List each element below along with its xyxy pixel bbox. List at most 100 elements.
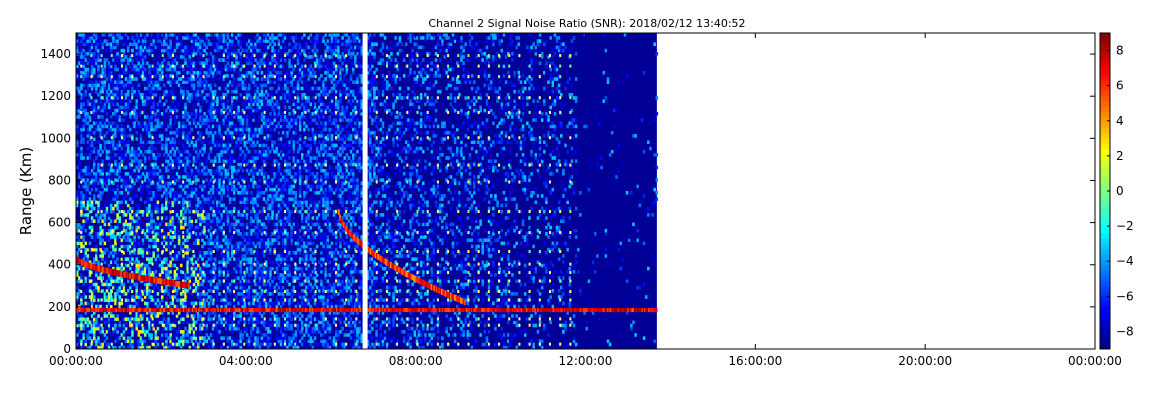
heatmap-cell xyxy=(114,86,117,91)
heatmap-cell xyxy=(107,83,111,88)
heatmap-cell xyxy=(146,273,149,277)
heatmap-cell xyxy=(90,314,94,318)
heatmap-cell xyxy=(107,162,111,167)
heatmap-cell xyxy=(199,159,202,163)
heatmap-cell xyxy=(233,70,236,75)
heatmap-cell xyxy=(133,115,136,119)
heatmap-cell xyxy=(131,42,134,47)
heatmap-cell xyxy=(92,130,96,135)
heatmap-cell xyxy=(211,108,215,113)
heatmap-cell xyxy=(264,162,268,167)
heatmap-cell xyxy=(262,225,266,230)
heatmap-cell xyxy=(114,279,117,284)
heatmap-cell xyxy=(211,184,215,189)
heatmap-cell xyxy=(167,222,170,227)
heatmap-cell xyxy=(88,282,92,287)
heatmap-cell xyxy=(118,77,121,81)
heatmap-cell xyxy=(129,80,132,84)
heatmap-cell xyxy=(156,124,160,129)
heatmap-cell xyxy=(241,225,245,230)
heatmap-cell xyxy=(209,311,213,315)
heatmap-cell xyxy=(82,102,85,107)
heatmap-cell xyxy=(163,292,166,296)
heatmap-cell xyxy=(158,172,162,176)
heatmap-cell xyxy=(165,159,168,163)
heatmap-cell xyxy=(118,153,121,157)
heatmap-cell xyxy=(158,336,162,340)
heatmap-cell xyxy=(109,235,113,239)
heatmap-cell xyxy=(254,181,257,186)
heatmap-cell xyxy=(129,127,132,132)
heatmap-cell xyxy=(92,70,96,75)
heatmap-cell xyxy=(146,184,149,189)
heatmap-cell xyxy=(80,140,83,144)
heatmap-cell xyxy=(167,124,170,129)
heatmap-cell xyxy=(197,317,200,321)
heatmap-cell xyxy=(211,70,215,75)
heatmap-cell xyxy=(228,108,232,113)
heatmap-cell xyxy=(95,342,98,347)
heatmap-cell xyxy=(86,285,90,290)
heatmap-cell xyxy=(154,165,158,170)
heatmap-cell xyxy=(194,311,198,315)
heatmap-cell xyxy=(250,143,253,148)
heatmap-cell xyxy=(194,206,198,211)
heatmap-cell xyxy=(150,33,153,37)
heatmap-cell xyxy=(139,292,143,296)
heatmap-cell xyxy=(175,257,179,261)
heatmap-cell xyxy=(203,263,206,268)
heatmap-cell xyxy=(118,288,121,293)
heatmap-cell xyxy=(131,206,134,211)
heatmap-cell xyxy=(262,276,266,280)
heatmap-cell xyxy=(114,127,117,132)
heatmap-cell xyxy=(243,39,247,43)
heatmap-cell xyxy=(173,314,177,318)
heatmap-cell xyxy=(99,232,102,236)
heatmap-cell xyxy=(260,276,264,280)
heatmap-cell xyxy=(233,127,236,132)
heatmap-cell xyxy=(92,105,96,110)
heatmap-cell xyxy=(120,333,124,337)
heatmap-cell xyxy=(78,175,81,179)
heatmap-cell xyxy=(169,336,172,340)
heatmap-cell xyxy=(160,339,164,344)
heatmap-cell xyxy=(143,42,147,47)
heatmap-cell xyxy=(184,273,187,277)
heatmap-cell xyxy=(84,273,88,277)
heatmap-cell xyxy=(86,99,90,103)
heatmap-cell xyxy=(156,298,160,302)
heatmap-cell xyxy=(233,266,236,271)
heatmap-cell xyxy=(247,102,251,107)
heatmap-cell xyxy=(218,244,221,249)
heatmap-cell xyxy=(135,70,138,75)
heatmap-cell xyxy=(101,276,104,280)
heatmap-cell xyxy=(235,61,238,65)
heatmap-cell xyxy=(188,225,192,230)
heatmap-cell xyxy=(114,99,117,103)
heatmap-cell xyxy=(199,172,202,176)
heatmap-cell xyxy=(177,219,181,223)
heatmap-cell xyxy=(188,70,192,75)
heatmap-cell xyxy=(84,254,88,258)
heatmap-cell xyxy=(163,276,166,280)
heatmap-cell xyxy=(264,276,268,280)
heatmap-cell xyxy=(105,118,109,122)
heatmap-cell xyxy=(177,127,181,132)
heatmap-cell xyxy=(92,339,96,344)
heatmap-cell xyxy=(109,333,113,337)
heatmap-cell xyxy=(205,323,209,328)
heatmap-cell xyxy=(173,342,177,347)
heatmap-cell xyxy=(107,42,111,47)
heatmap-cell xyxy=(107,330,111,334)
heatmap-cell xyxy=(160,121,164,126)
heatmap-cell xyxy=(264,89,268,94)
heatmap-cell xyxy=(78,42,81,47)
heatmap-cell xyxy=(226,112,230,116)
heatmap-cell xyxy=(237,323,240,328)
heatmap-cell xyxy=(264,301,268,306)
heatmap-cell xyxy=(186,336,189,340)
heatmap-cell xyxy=(243,213,247,217)
heatmap-cell xyxy=(137,251,141,255)
heatmap-cell xyxy=(230,175,234,179)
heatmap-cell xyxy=(84,181,88,186)
